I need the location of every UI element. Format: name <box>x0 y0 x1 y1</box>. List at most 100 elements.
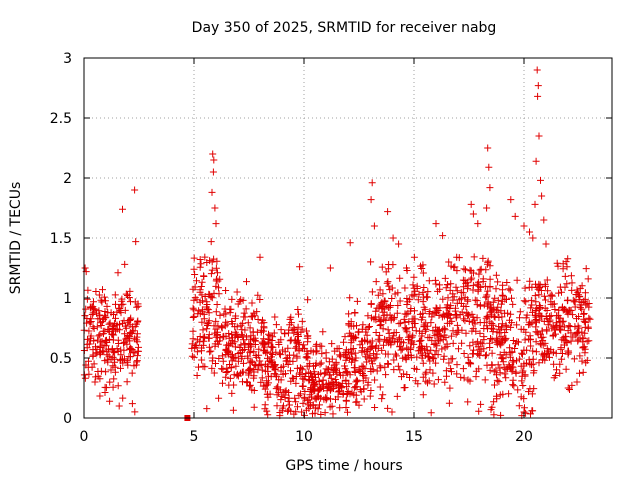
data-point <box>488 320 496 327</box>
data-point <box>90 298 97 306</box>
data-point <box>441 378 449 386</box>
data-point <box>558 355 566 363</box>
data-point <box>330 368 337 376</box>
data-point <box>209 150 217 158</box>
data-point <box>429 327 437 335</box>
data-point <box>214 328 221 336</box>
data-point <box>426 333 434 341</box>
data-point <box>562 365 570 373</box>
data-point <box>234 334 242 341</box>
data-point <box>277 326 285 334</box>
data-point <box>203 325 211 333</box>
data-point <box>434 376 442 384</box>
data-point <box>506 286 514 294</box>
data-point <box>576 334 584 342</box>
data-point <box>535 359 543 367</box>
data-point <box>121 330 129 338</box>
data-point <box>434 351 442 359</box>
data-point <box>196 263 204 271</box>
data-point <box>431 309 439 316</box>
data-point <box>328 340 336 348</box>
data-point <box>225 381 233 389</box>
data-point <box>227 305 235 313</box>
data-point <box>534 285 542 293</box>
data-point <box>196 288 204 296</box>
data-point <box>559 350 566 357</box>
data-point <box>433 305 441 313</box>
data-point <box>581 289 589 297</box>
data-point <box>502 321 510 329</box>
data-point <box>502 374 510 382</box>
data-point <box>480 336 488 344</box>
data-point <box>250 348 258 356</box>
data-point <box>356 341 364 349</box>
data-point <box>432 347 440 355</box>
data-point <box>529 234 537 242</box>
data-point <box>255 345 263 353</box>
data-point <box>266 390 274 398</box>
data-point <box>287 313 295 321</box>
data-point <box>532 298 540 306</box>
data-point <box>424 353 432 360</box>
data-point <box>206 348 214 356</box>
data-point <box>316 360 324 368</box>
data-point <box>511 345 519 352</box>
data-point <box>489 321 497 329</box>
data-point <box>122 290 130 298</box>
data-point <box>132 238 140 246</box>
data-point <box>218 352 226 360</box>
data-point <box>239 332 247 340</box>
data-point <box>486 283 494 290</box>
data-point <box>367 368 375 375</box>
data-point <box>355 328 363 336</box>
data-point <box>579 344 587 352</box>
data-point <box>322 394 330 402</box>
data-point <box>487 335 494 342</box>
data-point <box>96 392 104 400</box>
data-point <box>390 356 398 364</box>
data-point <box>379 325 387 333</box>
data-point <box>529 347 537 355</box>
data-point <box>252 352 260 359</box>
data-point <box>401 284 409 292</box>
data-point <box>368 357 376 365</box>
data-point <box>91 378 99 386</box>
data-point <box>367 258 375 266</box>
data-point <box>488 403 496 411</box>
data-point <box>330 380 338 388</box>
data-point <box>292 379 300 387</box>
data-point <box>505 390 513 398</box>
data-point <box>426 366 434 374</box>
data-point <box>107 355 115 363</box>
data-point <box>386 311 394 319</box>
data-point <box>111 358 118 366</box>
data-point <box>95 332 103 340</box>
data-point <box>406 332 414 340</box>
data-point <box>196 256 204 263</box>
data-point <box>494 278 502 286</box>
data-point <box>265 379 272 387</box>
data-point <box>496 326 504 334</box>
data-point <box>424 379 431 387</box>
data-point <box>272 321 280 329</box>
x-tick-label: 5 <box>190 429 199 445</box>
data-point <box>536 330 544 338</box>
data-point <box>532 348 540 356</box>
data-point <box>322 380 330 388</box>
data-point <box>390 366 398 374</box>
data-point <box>533 66 541 74</box>
data-point <box>484 260 491 268</box>
data-point <box>568 279 576 287</box>
data-point <box>346 371 354 379</box>
data-point <box>237 331 245 339</box>
data-point <box>284 344 292 352</box>
data-point <box>319 328 327 336</box>
data-point <box>119 394 127 402</box>
data-point <box>277 396 285 404</box>
data-point <box>360 385 368 393</box>
data-point <box>318 350 326 358</box>
data-point <box>134 302 142 310</box>
data-point <box>123 378 131 386</box>
data-point <box>131 335 139 343</box>
data-point <box>269 364 277 372</box>
